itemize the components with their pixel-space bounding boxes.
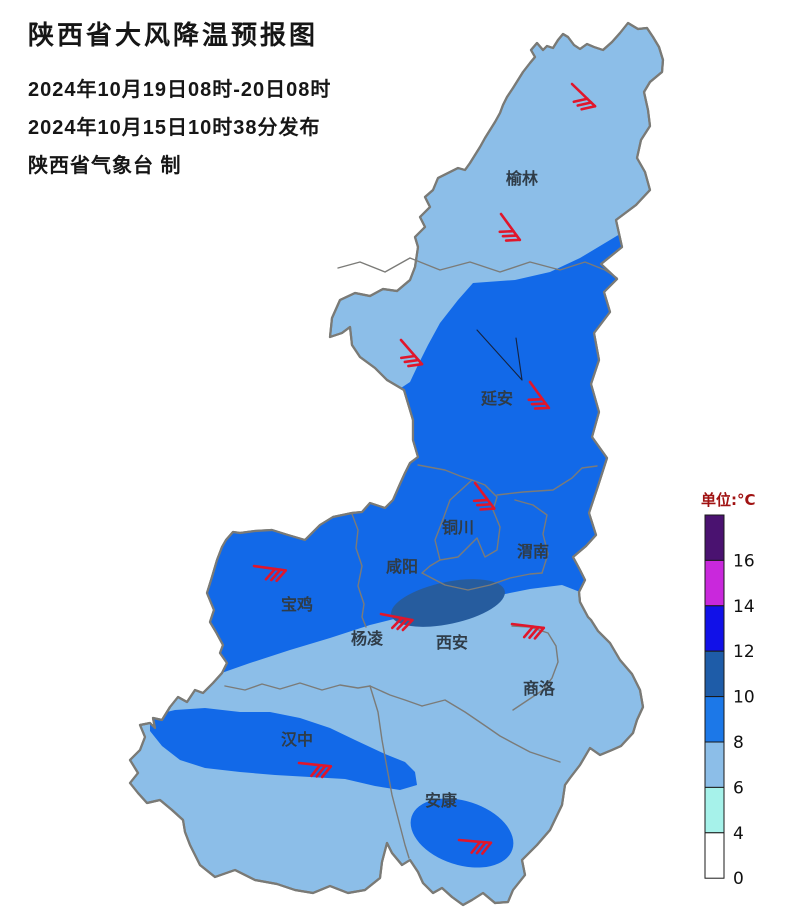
leader-lines <box>476 329 523 381</box>
region-label: 咸阳 <box>386 557 418 576</box>
legend-tick-label: 4 <box>733 824 744 844</box>
legend-swatch <box>704 514 725 561</box>
province-outline <box>128 21 665 907</box>
page-title: 陕西省大风降温预报图 <box>28 20 319 50</box>
zone-8-10c-band <box>150 200 663 700</box>
legend-swatch <box>704 605 725 652</box>
district-borders <box>224 257 618 859</box>
region-label: 延安 <box>480 389 513 408</box>
publisher-text: 陕西省气象台 制 <box>28 155 182 178</box>
valid-period-text: 2024年10月19日08时-20日08时 <box>28 79 332 102</box>
region-label: 西安 <box>436 633 468 652</box>
legend-swatch <box>704 559 725 607</box>
legend-swatch <box>704 650 725 698</box>
legend-tick-label: 10 <box>733 688 755 708</box>
region-label: 铜川 <box>442 518 474 537</box>
region-label: 汉中 <box>281 730 313 749</box>
legend-unit-label: 单位:°C <box>701 491 756 509</box>
legend-swatch <box>704 832 725 879</box>
legend-color-bar: 16 14 12 10 8 6 4 0 <box>704 514 755 889</box>
region-label: 杨凌 <box>351 629 384 648</box>
title-block: 陕西省大风降温预报图 2024年10月19日08时-20日08时 2024年10… <box>28 20 331 191</box>
region-label: 商洛 <box>523 679 556 698</box>
legend-tick-label: 12 <box>733 642 755 662</box>
zone-8-10c-hanzhong <box>150 708 417 790</box>
zone-8-10c-ankang <box>410 798 514 868</box>
region-label: 安康 <box>425 791 458 810</box>
region-label: 渭南 <box>517 542 549 561</box>
issue-time-text: 2024年10月15日10时38分发布 <box>28 117 321 140</box>
zone-10-12c-xian <box>391 579 505 627</box>
legend-swatch <box>704 786 725 834</box>
legend-swatch <box>704 741 725 788</box>
legend-tick-label: 0 <box>733 869 744 889</box>
region-label: 榆林 <box>506 169 538 188</box>
legend-tick-label: 16 <box>733 551 755 571</box>
legend-swatch <box>704 696 725 743</box>
legend-tick-label: 6 <box>733 778 744 798</box>
legend: 单位:°C 16 14 12 10 8 6 4 0 <box>701 491 756 889</box>
legend-tick-label: 8 <box>733 733 744 753</box>
legend-tick-label: 14 <box>733 597 755 617</box>
region-label: 宝鸡 <box>281 595 313 614</box>
temperature-zones <box>150 200 663 868</box>
